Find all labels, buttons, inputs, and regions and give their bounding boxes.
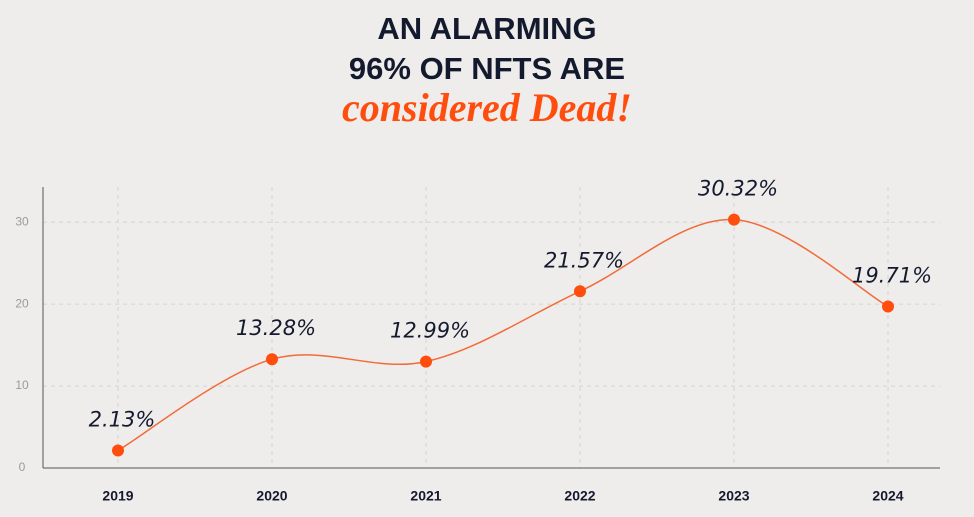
x-tick-label: 2020 bbox=[256, 488, 287, 504]
marker bbox=[574, 285, 586, 298]
x-tick-label: 2019 bbox=[102, 488, 133, 504]
y-tick-label: 20 bbox=[15, 296, 29, 310]
data-label: 21.57% bbox=[544, 248, 624, 272]
chart-title: AN ALARMING bbox=[377, 11, 596, 46]
y-tick-label: 30 bbox=[15, 214, 29, 228]
y-tick-label: 10 bbox=[15, 378, 29, 392]
y-tick-label: 0 bbox=[19, 460, 26, 474]
data-label: 13.28% bbox=[236, 316, 316, 340]
x-tick-label: 2024 bbox=[872, 488, 903, 504]
marker bbox=[112, 444, 124, 457]
x-tick-label: 2022 bbox=[564, 488, 595, 504]
data-label: 19.71% bbox=[852, 264, 932, 288]
data-label: 12.99% bbox=[390, 319, 470, 343]
chart-title: 96% OF NFTS ARE bbox=[349, 51, 625, 86]
chart-subtitle: considered Dead! bbox=[342, 85, 632, 130]
marker bbox=[266, 353, 278, 366]
marker bbox=[882, 300, 894, 313]
x-tick-label: 2021 bbox=[410, 488, 441, 504]
data-label: 2.13% bbox=[89, 408, 156, 432]
data-label: 30.32% bbox=[698, 177, 778, 201]
line bbox=[117, 218, 889, 452]
marker bbox=[728, 213, 740, 226]
marker bbox=[420, 355, 432, 368]
x-tick-label: 2023 bbox=[718, 488, 749, 504]
